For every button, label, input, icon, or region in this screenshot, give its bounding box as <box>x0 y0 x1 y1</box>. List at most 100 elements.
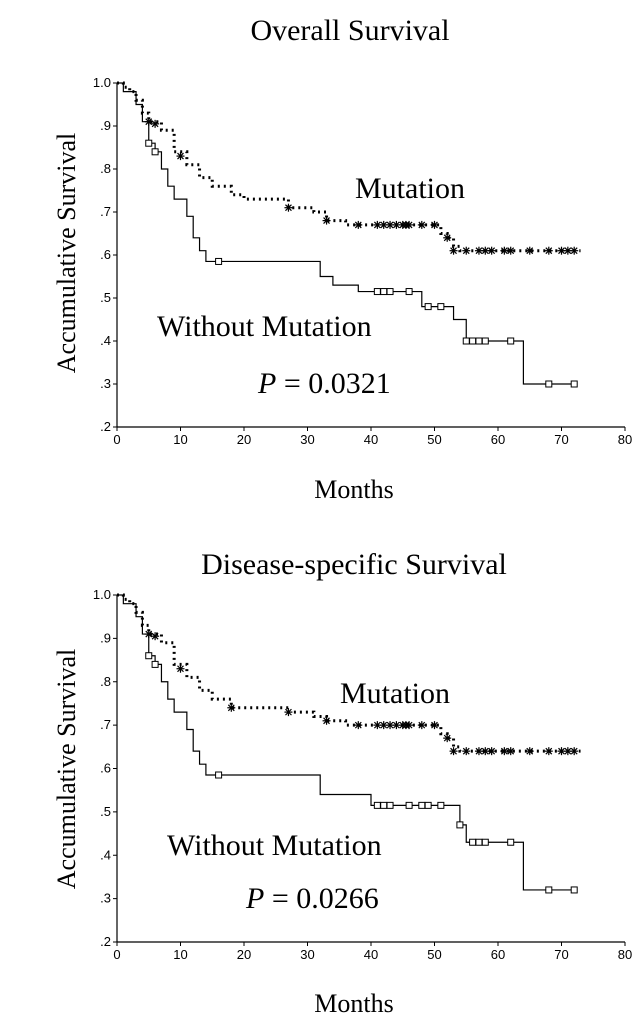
censor-marker-star <box>443 233 452 242</box>
survival-curve-mutation <box>117 593 581 753</box>
censor-marker-star <box>481 246 490 255</box>
censor-marker-star <box>284 708 293 717</box>
x-tick-label: 40 <box>364 947 378 962</box>
x-tick-label: 30 <box>300 432 314 447</box>
y-tick-label: .9 <box>100 118 111 133</box>
censor-marker-star <box>354 220 363 229</box>
censor-marker-square <box>437 801 445 809</box>
censor-marker-star <box>525 747 534 756</box>
axis-ticks: 0 10 20 30 40 50 60 70 80 1.0 .9 .8 .7 .6 .5 .4 .3 .2 <box>93 75 632 447</box>
y-tick-label: .2 <box>100 934 111 949</box>
censor-marker-square <box>475 838 483 846</box>
censor-marker-star <box>284 203 293 212</box>
x-tick-label: 40 <box>364 432 378 447</box>
censor-marker-star <box>449 747 458 756</box>
axis-ticks: 0 10 20 30 40 50 60 70 80 1.0 .9 .8 .7 .6 .5 .4 .3 .2 <box>93 587 632 962</box>
y-tick-label: .7 <box>100 204 111 219</box>
censor-marker-square <box>405 801 413 809</box>
y-tick-label: .5 <box>100 804 111 819</box>
censor-marker-star <box>430 721 439 730</box>
censor-marker-square <box>456 821 464 829</box>
p-value: = 0.0321 <box>284 367 391 400</box>
censor-marker-square <box>570 886 578 894</box>
disease-specific-survival-chart: Disease-specific Survival Accumulative S… <box>52 548 632 1018</box>
censor-marker-star <box>405 721 414 730</box>
censor-marker-star <box>570 246 579 255</box>
y-tick-label: 1.0 <box>93 75 111 90</box>
censor-marker-star <box>443 734 452 743</box>
censor-marker-star <box>373 721 382 730</box>
censor-marker-square <box>418 801 426 809</box>
x-tick-label: 80 <box>618 947 632 962</box>
series-layer <box>117 593 581 894</box>
x-tick-label: 20 <box>237 432 251 447</box>
y-tick-label: 1.0 <box>93 587 111 602</box>
y-tick-label: .3 <box>100 891 111 906</box>
censor-marker-square <box>475 337 483 345</box>
series-label-mutation: Mutation <box>340 677 450 710</box>
censor-marker-square <box>151 660 159 668</box>
chart-title: Disease-specific Survival <box>201 548 507 581</box>
x-axis-label: Months <box>314 989 393 1018</box>
censor-marker-square <box>469 838 477 846</box>
censor-marker-square <box>151 148 159 156</box>
censor-marker-square <box>545 380 553 388</box>
censor-marker-star <box>354 721 363 730</box>
censor-marker-square <box>424 801 432 809</box>
y-axis-label: Accumulative Survival <box>52 649 81 889</box>
censor-marker-square <box>405 288 413 296</box>
censor-marker-star <box>430 220 439 229</box>
censor-marker-square <box>145 139 153 147</box>
censor-marker-square <box>215 257 223 265</box>
x-tick-label: 0 <box>113 947 120 962</box>
censor-marker-star <box>417 220 426 229</box>
censor-marker-star <box>151 632 160 641</box>
p-value-annotation: P = 0.0266 <box>245 882 379 915</box>
x-tick-label: 30 <box>300 947 314 962</box>
series-label-without-mutation: Without Mutation <box>167 829 382 862</box>
x-tick-label: 20 <box>237 947 251 962</box>
x-tick-label: 10 <box>173 947 187 962</box>
y-tick-label: .6 <box>100 761 111 776</box>
censor-marker-star <box>474 246 483 255</box>
censor-marker-square <box>437 303 445 311</box>
y-tick-label: .2 <box>100 419 111 434</box>
x-tick-label: 0 <box>113 432 120 447</box>
y-tick-label: .6 <box>100 247 111 262</box>
survival-curve-mutation <box>117 81 581 253</box>
series-label-without-mutation: Without Mutation <box>157 310 372 343</box>
censor-marker-star <box>487 747 496 756</box>
censor-marker-square <box>570 380 578 388</box>
censor-marker-square <box>481 337 489 345</box>
censor-marker-square <box>380 801 388 809</box>
censor-marker-star <box>322 716 331 725</box>
x-tick-label: 70 <box>554 947 568 962</box>
p-value-annotation: P = 0.0321 <box>257 367 391 400</box>
censor-marker-star <box>322 216 331 225</box>
censor-marker-square <box>507 337 515 345</box>
censor-marker-square <box>462 337 470 345</box>
censor-marker-star <box>373 220 382 229</box>
censor-marker-star <box>506 246 515 255</box>
censor-marker-square <box>424 303 432 311</box>
censor-marker-star <box>392 721 401 730</box>
censor-marker-star <box>379 721 388 730</box>
censor-marker-star <box>392 220 401 229</box>
y-tick-label: .8 <box>100 161 111 176</box>
x-tick-label: 70 <box>554 432 568 447</box>
x-tick-label: 50 <box>427 432 441 447</box>
y-tick-label: .8 <box>100 674 111 689</box>
censor-marker-star <box>417 721 426 730</box>
censor-marker-square <box>145 652 153 660</box>
censor-marker-square <box>380 288 388 296</box>
x-tick-label: 50 <box>427 947 441 962</box>
censor-marker-star <box>525 246 534 255</box>
censor-marker-star <box>176 664 185 673</box>
x-tick-label: 60 <box>491 947 505 962</box>
x-axis-label: Months <box>314 475 393 504</box>
censor-marker-square <box>481 838 489 846</box>
censor-marker-star <box>462 747 471 756</box>
x-tick-label: 10 <box>173 432 187 447</box>
p-symbol: P <box>245 882 264 915</box>
